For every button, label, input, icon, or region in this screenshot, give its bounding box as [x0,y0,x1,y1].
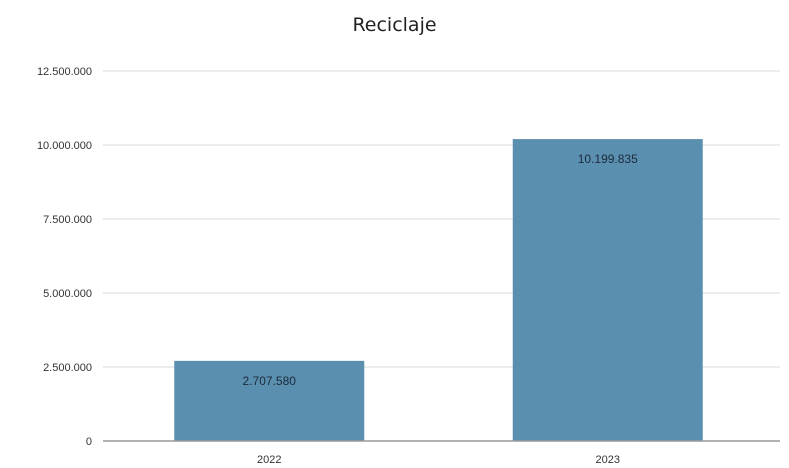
data-label-2022: 2.707.580 [243,374,297,388]
y-tick-label: 2.500.000 [43,362,92,374]
y-tick-label: 7.500.000 [43,214,92,226]
chart-title: Reciclaje [352,14,437,36]
y-tick-label: 5.000.000 [43,288,92,300]
y-axis-ticks: 0 2.500.000 5.000.000 7.500.000 10.000.000 12… [37,66,92,448]
bar-2023 [512,139,703,441]
x-axis-ticks: 2022 2023 [257,454,620,466]
bar-2022 [174,360,365,441]
y-tick-label: 0 [86,436,92,448]
x-tick-label: 2023 [596,454,620,466]
y-tick-label: 10.000.000 [37,140,92,152]
data-labels: 2.707.580 10.199.835 [243,152,639,388]
x-tick-label: 2022 [257,454,281,466]
y-tick-label: 12.500.000 [37,66,92,78]
bars [174,139,703,441]
data-label-2023: 10.199.835 [578,152,638,166]
